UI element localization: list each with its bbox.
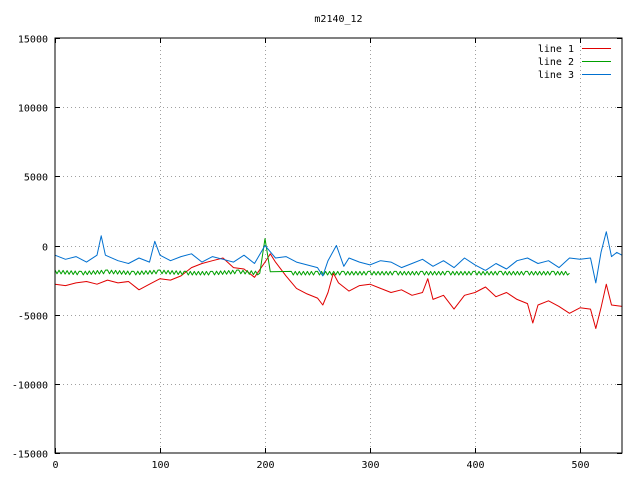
x-tick-label: 100 — [151, 460, 169, 471]
legend-label: line 3 — [538, 70, 574, 81]
plot-frame — [54, 37, 623, 454]
legend-label: line 1 — [538, 44, 574, 55]
x-tick-label: 400 — [466, 460, 484, 471]
series-line-2 — [54, 238, 570, 276]
y-tick-label: -10000 — [12, 381, 48, 392]
legend: line 1 line 2 line 3 — [538, 44, 611, 81]
tick-marks — [55, 38, 622, 454]
x-tick-label: 200 — [256, 460, 274, 471]
y-tick-label: 15000 — [18, 35, 48, 46]
series-line-1 — [54, 253, 623, 329]
y-tick-label: -15000 — [12, 450, 48, 461]
y-axis-tick-labels: -15000 -10000 -5000 0 5000 10000 15000 — [12, 35, 48, 461]
grid — [55, 38, 622, 453]
x-tick-label: 0 — [52, 460, 58, 471]
y-tick-label: 0 — [42, 243, 48, 254]
x-axis-tick-labels: 0 100 200 300 400 500 — [52, 460, 589, 471]
x-tick-label: 300 — [361, 460, 379, 471]
x-tick-label: 500 — [571, 460, 589, 471]
y-tick-label: -5000 — [18, 312, 48, 323]
series-layer — [54, 231, 623, 329]
y-tick-label: 10000 — [18, 104, 48, 115]
series-line-3 — [54, 231, 623, 284]
legend-label: line 2 — [538, 57, 574, 68]
chart-title: m2140_12 — [314, 14, 362, 25]
y-tick-label: 5000 — [24, 173, 48, 184]
